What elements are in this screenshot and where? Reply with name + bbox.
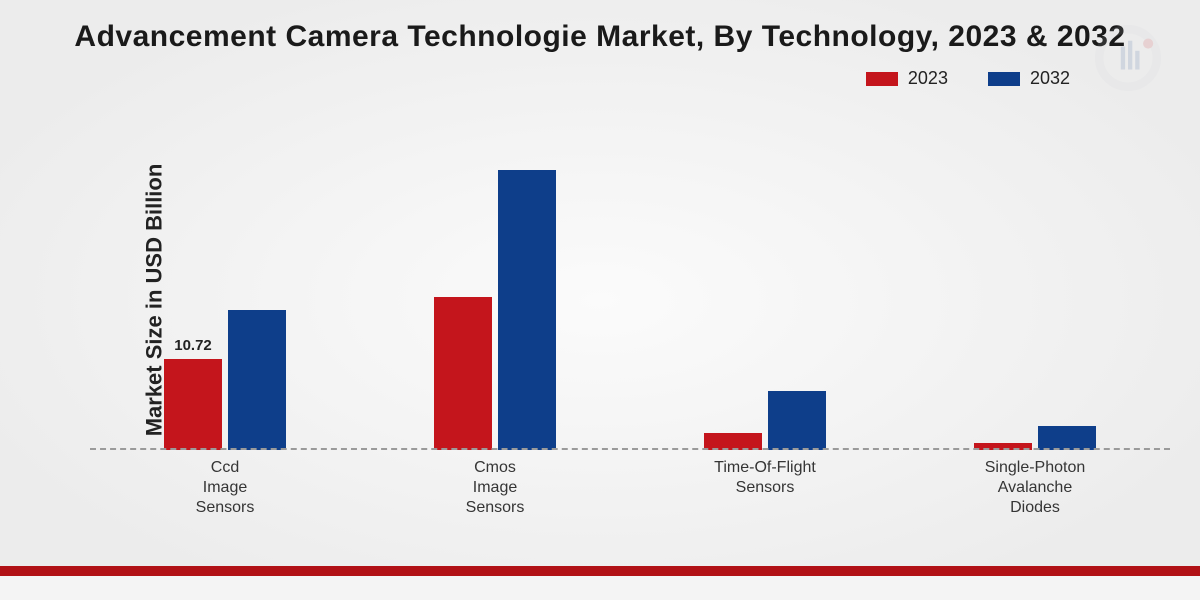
chart-title: Advancement Camera Technologie Market, B… <box>0 20 1200 54</box>
legend-item-2023: 2023 <box>866 68 948 89</box>
legend: 2023 2032 <box>866 68 1070 89</box>
bar-group-spad <box>900 110 1170 450</box>
x-label-tof: Time-Of-Flight Sensors <box>630 450 900 520</box>
legend-label-2032: 2032 <box>1030 68 1070 89</box>
footer-underbar <box>0 576 1200 600</box>
x-label-ccd: Ccd Image Sensors <box>90 450 360 520</box>
footer-accent-bar <box>0 566 1200 576</box>
plot-area: 10.72 Ccd Image Sensors Cmos Im <box>90 110 1170 520</box>
bar-tof-2032 <box>768 391 826 451</box>
legend-swatch-2023 <box>866 72 898 86</box>
bar-group-tof <box>630 110 900 450</box>
x-label-spad: Single-Photon Avalanche Diodes <box>900 450 1170 520</box>
bar-spad-2032 <box>1038 426 1096 450</box>
value-label-ccd-2023: 10.72 <box>174 337 212 354</box>
x-label-cmos: Cmos Image Sensors <box>360 450 630 520</box>
bar-ccd-2023: 10.72 <box>164 359 222 450</box>
legend-swatch-2032 <box>988 72 1020 86</box>
bar-cmos-2032 <box>498 170 556 451</box>
bar-group-ccd: 10.72 <box>90 110 360 450</box>
watermark-icon <box>1092 22 1164 94</box>
bar-cmos-2023 <box>434 297 492 450</box>
bar-groups: 10.72 <box>90 110 1170 450</box>
chart-canvas: Advancement Camera Technologie Market, B… <box>0 0 1200 600</box>
x-axis-labels: Ccd Image Sensors Cmos Image Sensors Tim… <box>90 450 1170 520</box>
bar-ccd-2032 <box>228 310 286 450</box>
legend-label-2023: 2023 <box>908 68 948 89</box>
bar-group-cmos <box>360 110 630 450</box>
legend-item-2032: 2032 <box>988 68 1070 89</box>
